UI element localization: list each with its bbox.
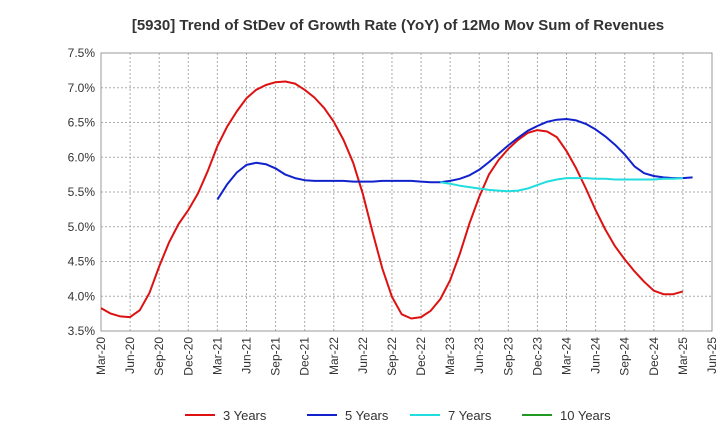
x-tick-label: Sep-21 — [269, 337, 283, 376]
x-tick-label: Jun-22 — [356, 337, 370, 374]
x-tick-label: Mar-21 — [210, 337, 224, 375]
y-tick-label: 4.0% — [68, 289, 96, 303]
x-tick-label: Mar-20 — [94, 337, 108, 375]
x-tick-label: Mar-25 — [676, 337, 690, 375]
legend-label-3-years: 3 Years — [223, 408, 267, 423]
legend-label-7-years: 7 Years — [448, 408, 492, 423]
x-tick-label: Sep-24 — [618, 337, 632, 376]
x-tick-label: Dec-23 — [530, 337, 544, 376]
y-axis-ticks: 3.5% 4.0% 4.5% 5.0% 5.5% 6.0% 6.5% 7.0% 7.5% — [68, 46, 96, 338]
x-axis-ticks: Mar-20 Jun-20 Sep-20 Dec-20 Mar-21 Jun-21 Sep-… — [94, 337, 719, 376]
series-line-7-years — [440, 177, 683, 193]
x-tick-label: Dec-22 — [414, 337, 428, 376]
x-tick-label: Jun-25 — [705, 337, 719, 374]
x-tick-label: Mar-22 — [327, 337, 341, 375]
x-tick-label: Jun-24 — [589, 337, 603, 374]
y-tick-label: 6.0% — [68, 150, 96, 164]
x-tick-label: Mar-23 — [443, 337, 457, 375]
x-tick-label: Dec-20 — [181, 337, 195, 376]
y-tick-label: 7.5% — [68, 46, 96, 60]
x-tick-label: Sep-20 — [152, 337, 166, 376]
x-tick-label: Mar-24 — [560, 337, 574, 375]
y-tick-label: 7.0% — [68, 81, 96, 95]
x-tick-label: Dec-24 — [647, 337, 661, 376]
x-tick-label: Jun-20 — [123, 337, 137, 374]
x-tick-label: Sep-22 — [385, 337, 399, 376]
legend-label-10-years: 10 Years — [560, 408, 611, 423]
x-tick-label: Sep-23 — [501, 337, 515, 376]
plot-frame — [100, 52, 713, 332]
series-lines — [100, 80, 693, 320]
x-tick-label: Jun-21 — [239, 337, 253, 374]
y-tick-label: 5.5% — [68, 185, 96, 199]
x-tick-label: Dec-21 — [298, 337, 312, 376]
y-tick-label: 4.5% — [68, 255, 96, 269]
y-tick-label: 6.5% — [68, 116, 96, 130]
chart-title: [5930] Trend of StDev of Growth Rate (Yo… — [132, 17, 664, 34]
y-tick-label: 3.5% — [68, 324, 96, 338]
x-tick-label: Jun-23 — [472, 337, 486, 374]
legend: 3 Years 5 Years 7 Years 10 Years — [185, 408, 611, 423]
y-tick-label: 5.0% — [68, 220, 96, 234]
series-line-5-years — [216, 118, 693, 201]
series-line-3-years — [100, 80, 684, 320]
grid — [100, 52, 713, 332]
legend-label-5-years: 5 Years — [345, 408, 389, 423]
